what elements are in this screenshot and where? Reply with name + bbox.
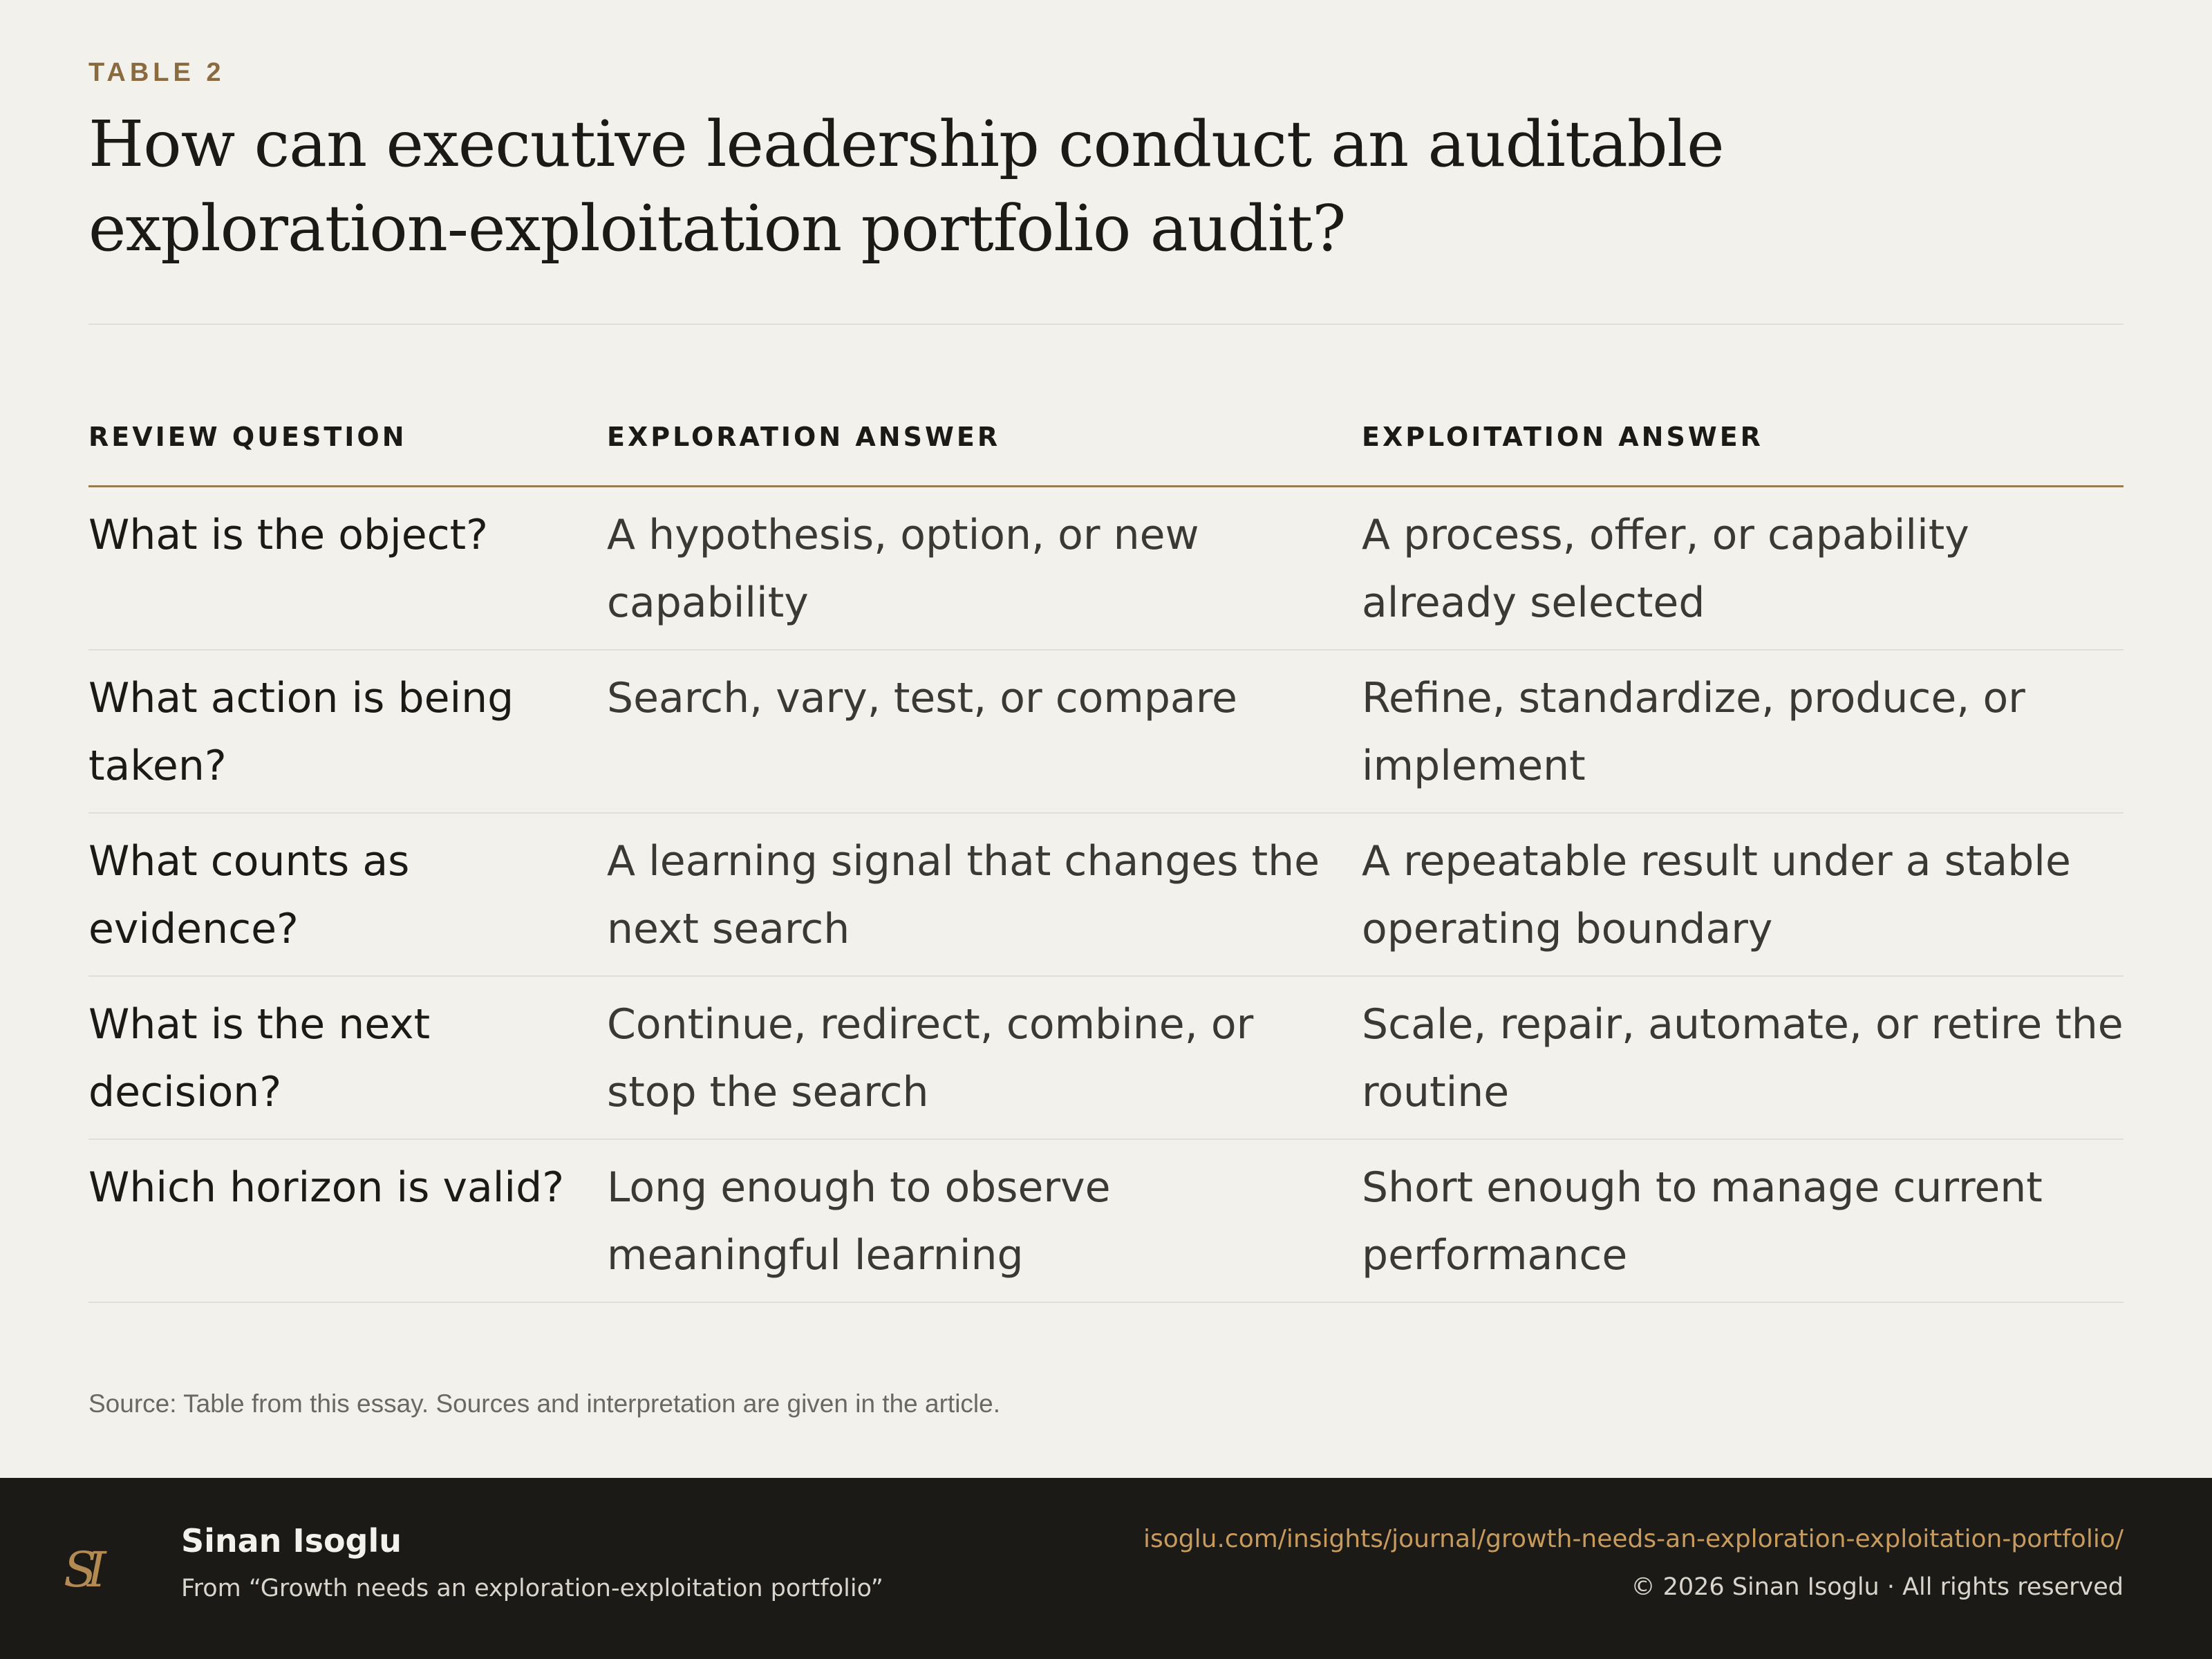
table-header: REVIEW QUESTION EXPLORATION ANSWER EXPLO… (88, 422, 2124, 456)
table-body: What is the object? A hypothesis, option… (88, 487, 2124, 1303)
column-header-review-question: REVIEW QUESTION (88, 422, 407, 452)
author-name: Sinan Isoglu (181, 1522, 402, 1559)
title-divider (88, 324, 2124, 325)
table-row: What action is being taken? Search, vary… (88, 650, 2124, 814)
table-row: Which horizon is valid? Long enough to o… (88, 1140, 2124, 1303)
table-row: What is the next decision? Continue, red… (88, 977, 2124, 1140)
review-question-cell: What counts as evidence? (88, 837, 410, 953)
exploitation-answer-cell: A process, offer, or capability already … (1362, 511, 1969, 627)
author-logo: SI (64, 1541, 106, 1598)
exploration-answer-cell: A learning signal that changes the next … (607, 837, 1320, 953)
header-divider (88, 485, 2124, 487)
footer-bar: SI Sinan Isoglu From “Growth needs an ex… (0, 1478, 2212, 1659)
table-label: TABLE 2 (88, 58, 225, 87)
page-title: How can executive leadership conduct an … (88, 107, 1725, 265)
source-note: Source: Table from this essay. Sources a… (88, 1389, 1000, 1418)
review-question-cell: Which horizon is valid? (88, 1163, 565, 1212)
review-question-cell: What is the object? (88, 511, 488, 559)
exploration-answer-cell: A hypothesis, option, or new capability (607, 511, 1199, 627)
exploitation-answer-cell: Short enough to manage current performan… (1362, 1163, 2043, 1280)
exploration-answer-cell: Continue, redirect, combine, or stop the… (607, 1000, 1254, 1116)
column-header-exploitation-answer: EXPLOITATION ANSWER (1362, 422, 1763, 452)
exploitation-answer-cell: Refine, standardize, produce, or impleme… (1362, 674, 2025, 790)
copyright-notice: © 2026 Sinan Isoglu · All rights reserve… (1631, 1573, 2124, 1601)
table-row: What is the object? A hypothesis, option… (88, 487, 2124, 650)
exploitation-answer-cell: Scale, repair, automate, or retire the r… (1362, 1000, 2124, 1116)
exploitation-answer-cell: A repeatable result under a stable opera… (1362, 837, 2071, 953)
article-link[interactable]: isoglu.com/insights/journal/growth-needs… (1143, 1525, 2124, 1553)
review-question-cell: What is the next decision? (88, 1000, 431, 1116)
exploration-answer-cell: Long enough to observe meaningful learni… (607, 1163, 1111, 1280)
table-row: What counts as evidence? A learning sign… (88, 814, 2124, 977)
exploration-answer-cell: Search, vary, test, or compare (607, 674, 1237, 722)
column-header-exploration-answer: EXPLORATION ANSWER (607, 422, 1001, 452)
article-reference: From “Growth needs an exploration-exploi… (181, 1575, 883, 1602)
review-question-cell: What action is being taken? (88, 674, 514, 790)
